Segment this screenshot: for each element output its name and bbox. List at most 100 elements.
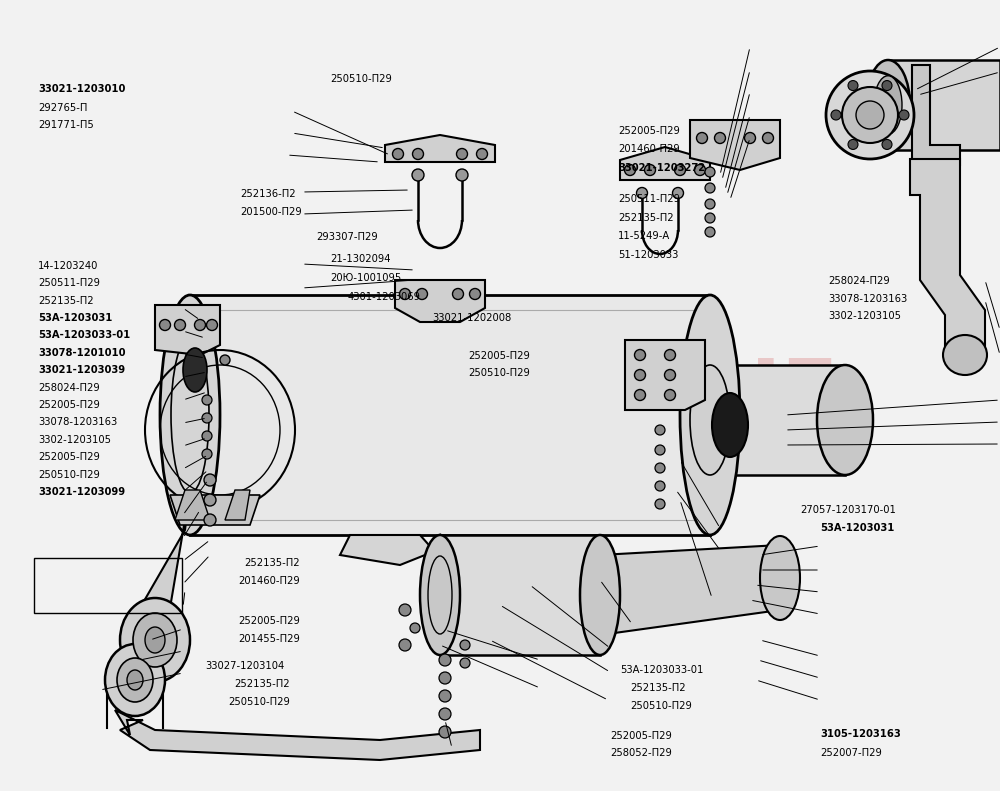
Polygon shape (340, 535, 460, 580)
Text: 250510-П29: 250510-П29 (228, 698, 290, 707)
Polygon shape (600, 545, 780, 635)
Text: 33078-1201010: 33078-1201010 (38, 348, 126, 358)
Text: 14-1203240: 14-1203240 (38, 261, 98, 271)
Text: 201500-П29: 201500-П29 (240, 207, 302, 217)
Circle shape (400, 289, 411, 300)
Text: 33021-1203099: 33021-1203099 (38, 487, 125, 497)
Circle shape (412, 169, 424, 181)
Circle shape (204, 494, 216, 506)
Text: 33027-1203104: 33027-1203104 (206, 661, 285, 671)
Circle shape (460, 640, 470, 650)
Polygon shape (175, 490, 210, 520)
Text: 250510-П29: 250510-П29 (468, 369, 530, 378)
Circle shape (410, 623, 420, 633)
Circle shape (399, 639, 411, 651)
Circle shape (202, 431, 212, 441)
Circle shape (392, 149, 404, 160)
Text: 201460-П29: 201460-П29 (618, 144, 680, 153)
Text: 4301-1203069: 4301-1203069 (348, 293, 421, 302)
Circle shape (439, 726, 451, 738)
Circle shape (204, 474, 216, 486)
Text: 292765-П: 292765-П (38, 103, 87, 112)
Circle shape (848, 139, 858, 149)
Text: 250510-П29: 250510-П29 (38, 470, 100, 479)
Polygon shape (625, 340, 705, 410)
Ellipse shape (943, 335, 987, 375)
Circle shape (175, 320, 186, 331)
Circle shape (160, 320, 170, 331)
Circle shape (460, 658, 470, 668)
Circle shape (674, 165, 686, 176)
Text: АВТОДАННЫЕ: АВТОДАННЫЕ (161, 354, 839, 436)
Ellipse shape (712, 393, 748, 457)
Text: 33021-1203039: 33021-1203039 (38, 365, 125, 375)
Text: 53А-1203031: 53А-1203031 (820, 524, 894, 533)
Circle shape (452, 289, 464, 300)
Circle shape (655, 499, 665, 509)
Polygon shape (385, 135, 495, 162)
Text: 33021-1203272: 33021-1203272 (618, 163, 705, 172)
Circle shape (655, 463, 665, 473)
Polygon shape (115, 710, 480, 760)
Polygon shape (140, 490, 190, 608)
Polygon shape (910, 159, 985, 350)
Text: 250511-П29: 250511-П29 (618, 195, 680, 204)
Text: 27057-1203170-01: 27057-1203170-01 (800, 505, 896, 515)
Circle shape (705, 183, 715, 193)
Ellipse shape (874, 76, 902, 134)
Text: 291771-П5: 291771-П5 (38, 120, 94, 130)
Text: 252135-П2: 252135-П2 (630, 683, 686, 693)
Circle shape (399, 604, 411, 616)
Ellipse shape (760, 536, 800, 620)
Bar (190, 295, 710, 535)
Ellipse shape (690, 365, 730, 475)
Circle shape (655, 481, 665, 491)
Text: 33078-1203163: 33078-1203163 (828, 294, 907, 304)
Text: 252135-П2: 252135-П2 (234, 679, 290, 689)
Ellipse shape (817, 365, 873, 475)
Polygon shape (170, 495, 260, 525)
Circle shape (456, 149, 468, 160)
Circle shape (202, 413, 212, 423)
Circle shape (744, 133, 756, 143)
Ellipse shape (127, 670, 143, 690)
Text: 250510-П29: 250510-П29 (330, 74, 392, 84)
Text: 11-5249-А: 11-5249-А (618, 231, 670, 240)
Bar (440, 535, 600, 655)
Bar (710, 365, 845, 475)
Text: 201455-П29: 201455-П29 (238, 634, 300, 644)
Text: 33021-1203010: 33021-1203010 (38, 84, 125, 93)
Polygon shape (155, 305, 220, 355)
Text: 250511-П29: 250511-П29 (38, 278, 100, 288)
Text: 3302-1203105: 3302-1203105 (38, 435, 111, 445)
Ellipse shape (145, 627, 165, 653)
Circle shape (705, 167, 715, 177)
Ellipse shape (160, 295, 220, 535)
Ellipse shape (120, 598, 190, 682)
Circle shape (439, 690, 451, 702)
Ellipse shape (680, 295, 740, 535)
Ellipse shape (133, 613, 177, 667)
Text: 258024-П29: 258024-П29 (828, 276, 890, 286)
Text: 252135-П2: 252135-П2 (244, 558, 300, 568)
Circle shape (899, 110, 909, 120)
Text: 252005-П29: 252005-П29 (238, 616, 300, 626)
Circle shape (439, 708, 451, 720)
Text: 33078-1203163: 33078-1203163 (38, 418, 117, 427)
Circle shape (882, 139, 892, 149)
Circle shape (826, 71, 914, 159)
Circle shape (664, 350, 676, 361)
Text: 33021-1202008: 33021-1202008 (432, 313, 511, 323)
Circle shape (635, 369, 646, 380)
Circle shape (694, 165, 706, 176)
Text: 258052-П29: 258052-П29 (610, 748, 672, 758)
Circle shape (848, 81, 858, 90)
Circle shape (637, 187, 648, 199)
Circle shape (705, 199, 715, 209)
Text: 252135-П2: 252135-П2 (618, 213, 674, 222)
Bar (888, 60, 1000, 150)
Circle shape (856, 101, 884, 129)
Circle shape (635, 389, 646, 400)
Text: 21-1302094: 21-1302094 (330, 255, 390, 264)
Circle shape (635, 350, 646, 361)
